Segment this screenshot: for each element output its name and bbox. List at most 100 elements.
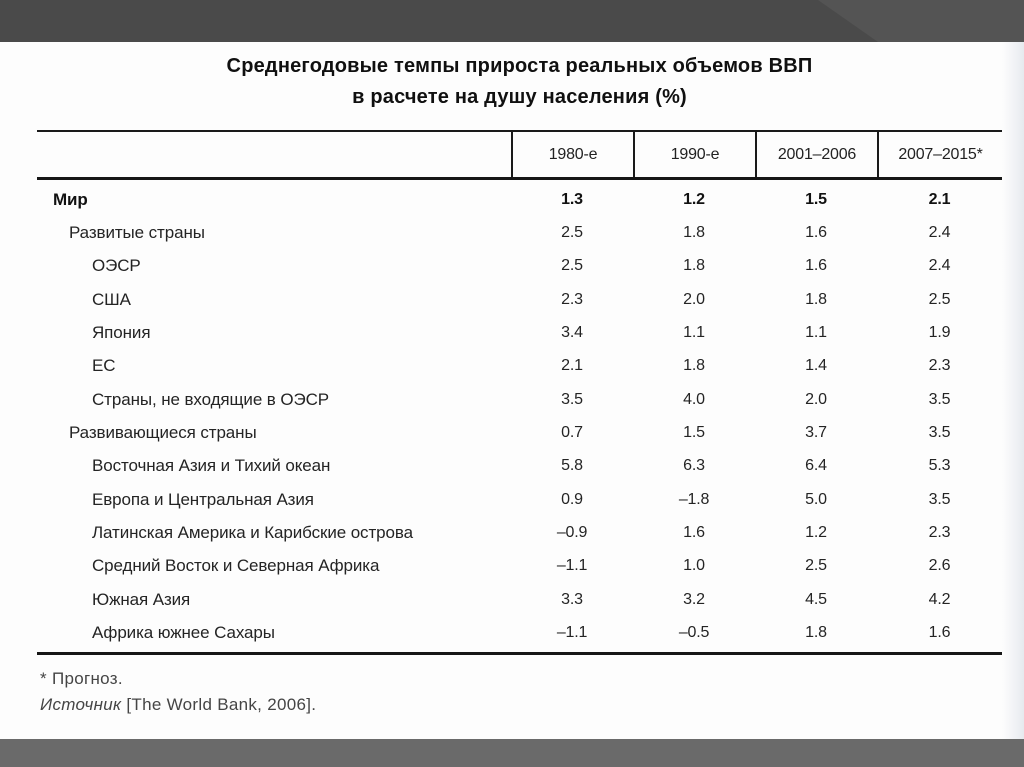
cell-value: 2.5	[561, 257, 583, 275]
cell-value: 2.3	[928, 357, 951, 375]
cell-value: 2.3	[928, 524, 951, 542]
cell-value: 2.5	[805, 557, 827, 575]
row-label: Восточная Азия и Тихий океан	[92, 456, 331, 476]
cell-value: 1.2	[805, 524, 827, 542]
cell-value: 1.8	[683, 257, 705, 275]
table-row: Восточная Азия и Тихий океан 5.8 6.3 6.4 5.3	[37, 450, 1002, 483]
column-header: 2007–2015*	[877, 132, 1002, 177]
cell-value: 1.1	[683, 324, 705, 342]
row-label: Япония	[92, 323, 151, 343]
table-row: Япония 3.4 1.1 1.1 1.9	[37, 316, 1002, 349]
row-label: Страны, не входящие в ОЭСР	[92, 389, 330, 409]
slideshow-bottom-bar	[0, 739, 1024, 767]
cell-value: 2.4	[928, 257, 951, 275]
table-header-row: 1980-е 1990-е 2001–2006 2007–2015*	[37, 132, 1002, 180]
row-label: Латинская Америка и Карибские острова	[92, 523, 413, 543]
cell-value: 1.8	[805, 290, 827, 308]
row-label: Африка южнее Сахары	[92, 623, 275, 643]
cell-value: 0.9	[561, 490, 583, 508]
cell-value: 1.8	[805, 624, 827, 642]
cell-value: 2.4	[928, 224, 951, 242]
gdp-growth-table: 1980-е 1990-е 2001–2006 2007–2015* Мир 1.3 1.…	[37, 130, 1002, 655]
forecast-footnote: * Прогноз.	[40, 669, 123, 688]
table-top-rule	[37, 130, 1002, 132]
cell-value: 1.2	[683, 190, 705, 208]
source-label: Источник	[40, 695, 122, 714]
cell-value: 4.0	[683, 390, 705, 408]
table-row: Страны, не входящие в ОЭСР 3.5 4.0 2.0 3.5	[37, 383, 1002, 416]
cell-value: 5.0	[805, 490, 827, 508]
row-label: Средний Восток и Северная Африка	[92, 556, 380, 576]
source-text: [The World Bank, 2006].	[121, 695, 317, 714]
cell-value: 3.5	[561, 390, 583, 408]
table-row: Развитые страны 2.5 1.8 1.6 2.4	[37, 216, 1002, 249]
cell-value: 1.6	[805, 257, 827, 275]
cell-value: 3.7	[805, 424, 827, 442]
column-header: 2001–2006	[755, 132, 877, 177]
table-row: Европа и Центральная Азия 0.9 –1.8 5.0 3.5	[37, 483, 1002, 516]
table-row: Развивающиеся страны 0.7 1.5 3.7 3.5	[37, 416, 1002, 449]
table-row: Средний Восток и Северная Африка –1.1 1.0 2…	[37, 550, 1002, 583]
table-row: ЕС 2.1 1.8 1.4 2.3	[37, 350, 1002, 383]
cell-value: 1.6	[683, 524, 705, 542]
table-header-cells: 1980-е 1990-е 2001–2006 2007–2015*	[511, 132, 1002, 177]
row-label: Мир	[53, 189, 88, 209]
cell-value: 2.3	[561, 290, 583, 308]
cell-value: 5.8	[561, 457, 583, 475]
slide-title-line1: Среднегодовые темпы прироста реальных об…	[226, 55, 813, 77]
cell-value: 3.3	[561, 590, 583, 608]
cell-value: 4.2	[928, 590, 951, 608]
slide-title-line2: в расчете на душу населения (%)	[352, 86, 687, 108]
table-row: США 2.3 2.0 1.8 2.5	[37, 283, 1002, 316]
cell-value: 1.1	[805, 324, 827, 342]
cell-value: 2.6	[928, 557, 951, 575]
row-label: Южная Азия	[92, 589, 191, 609]
table-row: Африка южнее Сахары –1.1 –0.5 1.8 1.6	[37, 616, 1002, 649]
row-label: Развивающиеся страны	[69, 423, 257, 443]
cell-value: 2.1	[928, 190, 951, 208]
row-label: ЕС	[92, 356, 116, 376]
cell-value: 3.4	[561, 324, 583, 342]
slide-right-edge-shade	[1002, 42, 1024, 739]
row-label: США	[92, 289, 131, 309]
table-row: Латинская Америка и Карибские острова –0.…	[37, 516, 1002, 549]
cell-value: 3.5	[928, 424, 951, 442]
cell-value: 1.5	[683, 424, 705, 442]
cell-value: 3.2	[683, 590, 705, 608]
table-row: ОЭСР 2.5 1.8 1.6 2.4	[37, 250, 1002, 283]
cell-value: 1.6	[805, 224, 827, 242]
table-footnotes: * Прогноз. Источник [The World Bank, 200…	[40, 666, 316, 718]
cell-value: 1.3	[561, 190, 583, 208]
cell-value: 3.5	[928, 390, 951, 408]
cell-value: 1.8	[683, 224, 705, 242]
cell-value: 1.4	[805, 357, 827, 375]
cell-value: 1.6	[928, 624, 951, 642]
cell-value: 2.1	[561, 357, 583, 375]
column-header: 1990-е	[633, 132, 755, 177]
slideshow-top-bar	[0, 0, 1024, 42]
cell-value: –1.1	[556, 624, 588, 642]
cell-value: 1.8	[683, 357, 705, 375]
cell-value: –0.5	[678, 624, 710, 642]
cell-value: 6.3	[683, 457, 705, 475]
cell-value: 2.5	[928, 290, 951, 308]
cell-value: 0.7	[561, 424, 583, 442]
table-body: Мир 1.3 1.2 1.5 2.1 Развитые страны 2.5 1.8 1.6 2…	[37, 180, 1002, 655]
row-label: Европа и Центральная Азия	[92, 489, 314, 509]
table-row: Мир 1.3 1.2 1.5 2.1	[37, 183, 1002, 216]
cell-value: 1.5	[805, 190, 827, 208]
cell-value: 3.5	[928, 490, 951, 508]
cell-value: 1.0	[683, 557, 705, 575]
cell-value: 4.5	[805, 590, 827, 608]
source-footnote: Источник [The World Bank, 2006].	[40, 692, 316, 718]
cell-value: –1.8	[678, 490, 710, 508]
cell-value: 5.3	[928, 457, 951, 475]
row-label: Развитые страны	[69, 223, 205, 243]
column-header: 1980-е	[511, 132, 633, 177]
top-bar-diagonal-facet	[818, 0, 1024, 42]
cell-value: 1.9	[928, 324, 951, 342]
cell-value: 2.5	[561, 224, 583, 242]
row-label: ОЭСР	[92, 256, 141, 276]
cell-value: –1.1	[556, 557, 588, 575]
table-row: Южная Азия 3.3 3.2 4.5 4.2	[37, 583, 1002, 616]
